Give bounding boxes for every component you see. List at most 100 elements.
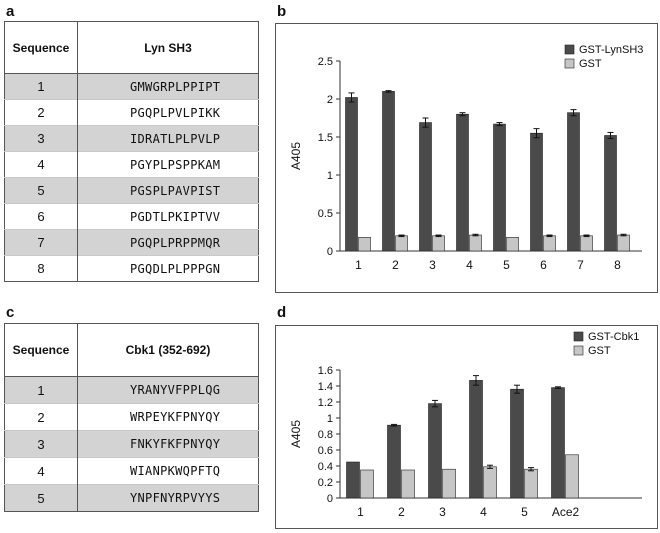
sequence-number: 7 <box>4 229 78 256</box>
bar-gst-cbk1 <box>469 380 483 499</box>
legend-swatch <box>564 44 575 55</box>
panel-label-d: d <box>277 304 287 321</box>
x-tick-label: 4 <box>480 505 487 519</box>
y-tick-label: 0.2 <box>318 477 333 489</box>
bar-gst-cbk1 <box>346 461 360 499</box>
x-tick-label: 2 <box>398 505 405 519</box>
legend-swatch <box>564 58 575 69</box>
chart-box-d: 0 0.2 0.4 0.6 0.8 1 1.2 1.4 1.6 A405 1 2 3 4 5 Ace2 GST-… <box>275 325 658 529</box>
panel-label-b: b <box>277 3 287 20</box>
peptide-sequence: GMWGRPLPPIPT <box>77 73 259 100</box>
x-tick-label: 3 <box>439 505 446 519</box>
sequence-number: 6 <box>4 203 78 230</box>
sequence-number: 4 <box>4 151 78 178</box>
table-row: 7 PGQPLPRPPMQR <box>4 229 259 256</box>
sequence-number: 2 <box>4 99 78 126</box>
bar-gst <box>469 234 482 252</box>
peptide-sequence: PGQPLPVLPIKK <box>77 99 259 126</box>
y-tick-label: 0.6 <box>318 445 333 457</box>
table-row: 3 FNKYFKFPNYQY <box>4 430 259 458</box>
peptide-sequence: YRANYVFPPLQG <box>77 376 259 404</box>
sequence-number: 3 <box>4 430 78 458</box>
x-tick-label: 8 <box>614 258 621 272</box>
x-tick-label: 5 <box>503 258 510 272</box>
table-row: 4 PGYPLPSPPKAM <box>4 151 259 178</box>
panel-label-c: c <box>6 304 15 321</box>
peptide-sequence: PGSPLPAVPIST <box>77 177 259 204</box>
table-row: 4 WIANPKWQPFTQ <box>4 457 259 485</box>
table-row: 5 YNPFNYRPVYYS <box>4 484 259 512</box>
sequence-number: 8 <box>4 255 78 282</box>
bar-gst <box>565 454 579 499</box>
peptide-sequence: PGYPLPSPPKAM <box>77 151 259 178</box>
bar-gst <box>360 469 374 499</box>
col-header-lyn-sh3: Lyn SH3 <box>77 21 259 74</box>
legend-swatch <box>573 345 584 356</box>
y-tick-label: 0.8 <box>318 429 333 441</box>
sequence-table-cbk1: Sequence Cbk1 (352-692) 1 YRANYVFPPLQG 2 WR… <box>4 323 259 512</box>
table-row: 2 WRPEYKFPNYQY <box>4 403 259 431</box>
bar-gst <box>617 234 630 252</box>
peptide-sequence: PGDTLPKIPTVV <box>77 203 259 230</box>
y-tick-label: 1 <box>327 413 333 425</box>
y-tick-label: 1.2 <box>318 397 333 409</box>
bar-gst <box>432 235 445 252</box>
bar-gst <box>524 468 538 499</box>
table-row: 6 PGDTLPKIPTVV <box>4 203 259 230</box>
y-tick-label: 1.4 <box>318 381 333 393</box>
table-row: 3 IDRATLPLPVLP <box>4 125 259 152</box>
x-tick-label: 7 <box>577 258 584 272</box>
x-tick-label: 5 <box>521 505 528 519</box>
legend-label: GST <box>588 345 611 357</box>
legend-swatch <box>573 331 584 342</box>
bar-gst <box>543 235 556 252</box>
bar-gst-cbk1 <box>510 388 524 499</box>
bar-chart-b: 0 0.5 1 1.5 2 2.5 A405 1 2 3 4 5 6 7 8 GST-LynSH3 GST <box>289 44 643 272</box>
y-tick-label: 0 <box>327 246 333 258</box>
bar-gst <box>506 237 519 252</box>
x-tick-label: 1 <box>357 505 364 519</box>
bar-gst <box>395 235 408 252</box>
peptide-sequence: WIANPKWQPFTQ <box>77 457 259 485</box>
x-tick-label: 3 <box>429 258 436 272</box>
peptide-sequence: IDRATLPLPVLP <box>77 125 259 152</box>
bar-gst-cbk1 <box>387 424 401 499</box>
y-tick-label: 0.5 <box>318 208 333 220</box>
chart-box-b: 0 0.5 1 1.5 2 2.5 A405 1 2 3 4 5 6 7 8 GST-LynSH3 GST <box>275 23 658 293</box>
y-tick-label: 0.4 <box>318 461 333 473</box>
y-tick-label: 1.5 <box>318 132 333 144</box>
bar-gst <box>401 469 415 499</box>
y-tick-label: 1.6 <box>318 365 333 377</box>
bar-gst-lynsh3 <box>567 112 580 252</box>
y-tick-label: 2.5 <box>318 56 333 68</box>
bar-gst <box>358 237 371 252</box>
sequence-number: 3 <box>4 125 78 152</box>
table-row: 8 PGQDLPLPPPGN <box>4 255 259 282</box>
sequence-number: 2 <box>4 403 78 431</box>
col-header-sequence: Sequence <box>4 323 78 377</box>
legend-label: GST <box>579 58 602 70</box>
bar-gst-lynsh3 <box>456 113 469 252</box>
y-tick-label: 0 <box>327 493 333 505</box>
table-row: 1 YRANYVFPPLQG <box>4 376 259 404</box>
x-tick-label: Ace2 <box>552 505 580 519</box>
bar-gst-lynsh3 <box>382 91 395 252</box>
table-row: 2 PGQPLPVLPIKK <box>4 99 259 126</box>
sequence-number: 5 <box>4 177 78 204</box>
legend-label: GST-Cbk1 <box>588 331 639 343</box>
peptide-sequence: FNKYFKFPNYQY <box>77 430 259 458</box>
bar-gst-lynsh3 <box>419 122 432 252</box>
bar-gst <box>442 468 456 499</box>
x-tick-label: 4 <box>466 258 473 272</box>
peptide-sequence: YNPFNYRPVYYS <box>77 484 259 512</box>
y-tick-label: 1 <box>327 170 333 182</box>
panel-label-a: a <box>6 3 15 20</box>
sequence-number: 4 <box>4 457 78 485</box>
bar-gst-cbk1 <box>428 403 442 499</box>
x-tick-label: 1 <box>355 258 362 272</box>
bar-gst-lynsh3 <box>530 132 543 252</box>
y-axis-label: A405 <box>289 142 303 170</box>
bar-gst <box>580 235 593 252</box>
sequence-number: 1 <box>4 376 78 404</box>
legend-label: GST-LynSH3 <box>579 44 643 56</box>
